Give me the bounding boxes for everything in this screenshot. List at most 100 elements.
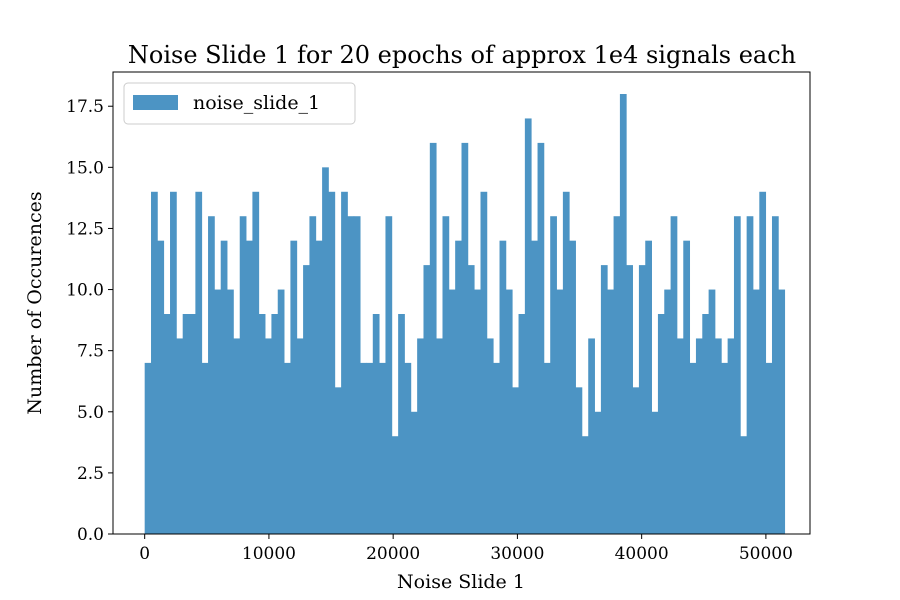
histogram-bar (626, 265, 633, 534)
histogram-bar (429, 142, 437, 534)
x-tick-label: 10000 (242, 544, 296, 564)
histogram-bar (645, 240, 652, 534)
y-tick-label: 17.5 (66, 97, 104, 117)
histogram-bar (537, 142, 545, 534)
histogram-bar (670, 216, 678, 534)
bars-group (144, 94, 786, 535)
histogram-bar (759, 191, 767, 534)
histogram-bar (765, 362, 773, 534)
histogram-bar (391, 436, 399, 534)
histogram-bar (360, 362, 367, 534)
histogram-bar (144, 362, 152, 534)
histogram-bar (271, 314, 279, 534)
x-tick-label: 0 (139, 544, 150, 564)
histogram-bar (341, 191, 348, 534)
histogram-bar (676, 338, 684, 534)
histogram-bar (290, 240, 298, 534)
y-tick-label: 0.0 (77, 525, 104, 545)
y-tick-label: 12.5 (66, 219, 104, 239)
histogram-bar (689, 362, 697, 534)
histogram-bar (448, 289, 456, 534)
histogram-bar (619, 94, 627, 534)
histogram-bar (208, 216, 215, 534)
histogram-bar (562, 191, 570, 534)
histogram-bar (157, 240, 165, 534)
y-tick-label: 10.0 (66, 281, 104, 301)
x-tick-label: 50000 (739, 544, 793, 564)
histogram-bar (296, 338, 304, 534)
histogram-bar (771, 216, 779, 534)
histogram-bar (214, 289, 222, 534)
histogram-bar (176, 338, 184, 534)
plot-frame (112, 71, 811, 535)
histogram-bar (258, 314, 266, 534)
y-tick-label: 15.0 (66, 158, 104, 178)
histogram-bar (505, 289, 513, 534)
histogram-bar (189, 314, 196, 534)
chart-title: Noise Slide 1 for 20 epochs of approx 1e… (128, 41, 796, 69)
histogram-bar (543, 362, 551, 534)
histogram-bar (379, 362, 386, 534)
histogram-bar (398, 314, 405, 534)
histogram-bar (455, 240, 462, 534)
histogram-bar (372, 314, 380, 534)
histogram-bar (353, 216, 361, 534)
histogram-bar (151, 191, 158, 534)
histogram-bar (778, 289, 786, 534)
x-axis-label: Noise Slide 1 (397, 571, 525, 593)
histogram-bar (322, 167, 329, 535)
histogram-bar (252, 191, 260, 534)
histogram-bar (347, 216, 355, 534)
histogram-bar (385, 216, 393, 534)
legend-swatch (133, 95, 178, 110)
histogram-bar (695, 338, 703, 534)
histogram-bar (556, 289, 564, 534)
histogram-bar (607, 289, 614, 534)
histogram-bar (163, 314, 171, 534)
histogram-bar (651, 411, 659, 534)
histogram-bar (575, 387, 583, 534)
histogram-bar (702, 314, 710, 534)
histogram-bar (284, 362, 291, 534)
histogram-bar (683, 240, 691, 534)
histogram-bar (404, 362, 412, 534)
histogram-bar (581, 436, 589, 534)
y-tick-label: 5.0 (77, 403, 104, 423)
y-axis-label: Number of Occurences (24, 191, 46, 414)
histogram-bar (246, 240, 253, 534)
histogram-bar (746, 216, 754, 534)
histogram-bar (638, 265, 646, 534)
histogram-bar (328, 191, 336, 534)
y-tick-label: 7.5 (77, 342, 104, 362)
histogram-bar (315, 240, 323, 534)
histogram-bar (423, 265, 431, 534)
histogram-bar (708, 289, 716, 534)
y-tick-label: 2.5 (77, 464, 104, 484)
histogram-bar (721, 362, 729, 534)
histogram-bar (182, 314, 190, 534)
x-tick-label: 40000 (615, 544, 669, 564)
histogram-bar (594, 411, 602, 534)
histogram-bar (733, 216, 741, 534)
histogram-bar (436, 338, 443, 534)
histogram-bar (239, 216, 247, 534)
histogram-bar (277, 289, 285, 534)
histogram-bar (366, 362, 374, 534)
histogram-bar (632, 387, 640, 534)
histogram-bar (201, 362, 209, 534)
histogram-bar (334, 387, 342, 534)
legend-label: noise_slide_1 (193, 92, 320, 114)
histogram-bar (524, 118, 532, 534)
histogram-bar (512, 387, 519, 534)
histogram-bar (467, 265, 475, 534)
histogram-bar (664, 289, 671, 534)
histogram-bar (303, 265, 310, 534)
y-axis-ticks: 0.0 2.5 5.0 7.5 10.0 12.5 15.0 17.5 (66, 97, 113, 545)
histogram-bar (309, 216, 317, 534)
histogram-bar (233, 338, 241, 534)
histogram-bar (752, 289, 760, 534)
histogram-bar (518, 314, 526, 534)
histogram-bar (195, 191, 203, 534)
histogram-bar (480, 191, 488, 534)
histogram-bar (442, 216, 450, 534)
